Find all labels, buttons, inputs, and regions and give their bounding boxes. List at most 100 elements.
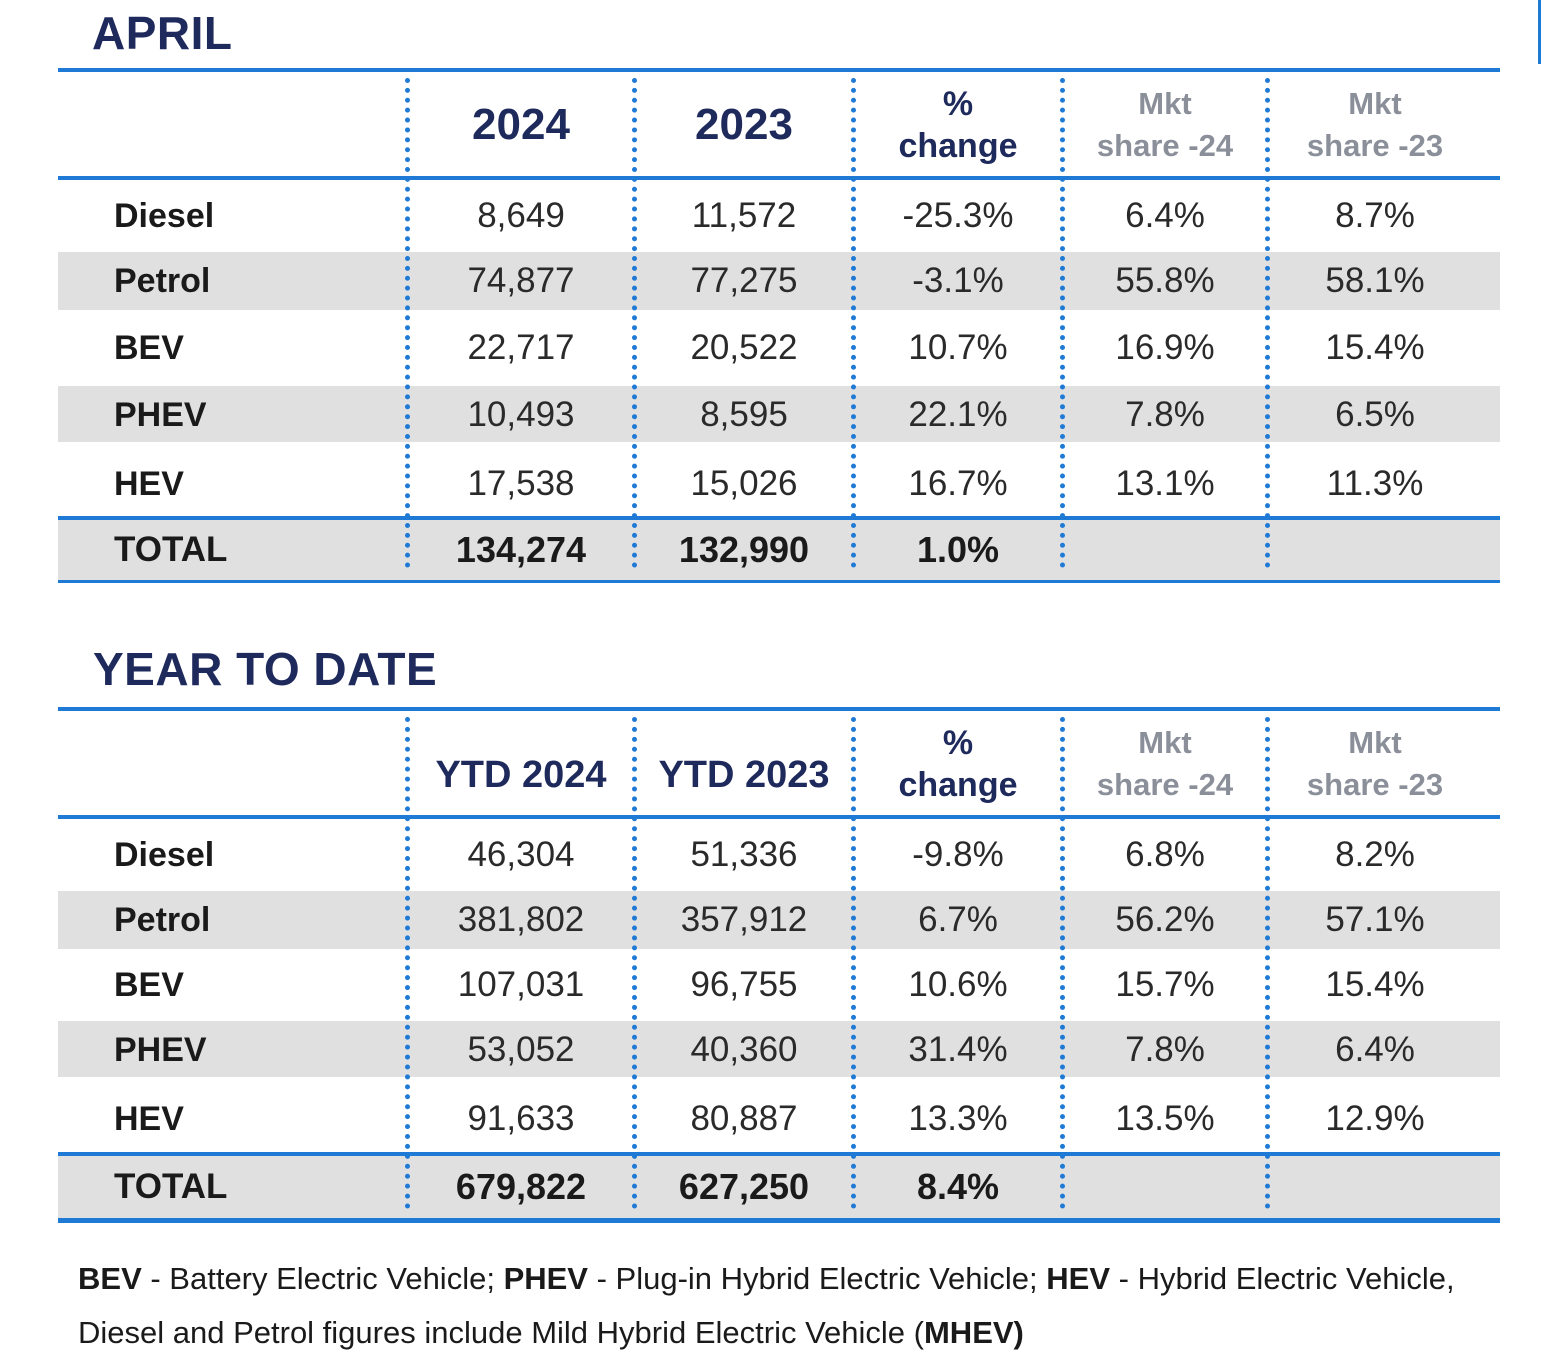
column-divider [851, 78, 856, 568]
rule-total [58, 516, 1500, 520]
column-divider [1060, 717, 1065, 1209]
header-2024: 2024 [472, 100, 570, 149]
footnote-mhev-note: Diesel and Petrol figures include Mild H… [78, 1315, 924, 1350]
cell-bev-share23: 15.4% [1325, 328, 1425, 367]
header-mkt23-line1: Mkt [1348, 86, 1402, 121]
total-label: TOTAL [114, 530, 228, 569]
footnote-bev-abbr: BEV [78, 1261, 142, 1296]
column-divider [851, 717, 856, 1209]
footnote-hev-abbr: HEV [1046, 1261, 1111, 1296]
cell-petrol-share24: 56.2% [1115, 900, 1215, 939]
row-label-bev: BEV [114, 965, 184, 1004]
cell-phev-change: 31.4% [908, 1030, 1008, 1069]
header-mkt-share-23: Mkt share -23 [1270, 713, 1480, 815]
row-label-petrol: Petrol [114, 261, 211, 300]
header-pct-symbol: % [942, 85, 974, 123]
cell-diesel-v2023: 51,336 [690, 835, 798, 874]
footnote-line-2: Diesel and Petrol figures include Mild H… [78, 1306, 1498, 1360]
row-label-hev: HEV [114, 1099, 184, 1138]
total-v2023: 132,990 [678, 529, 810, 570]
column-divider [1060, 78, 1065, 568]
header-mkt-share-23: Mkt share -23 [1270, 74, 1480, 176]
cell-bev-share23: 15.4% [1325, 965, 1425, 1004]
header-mkt24-line2: share -24 [1096, 767, 1234, 802]
cell-hev-change: 13.3% [908, 1099, 1008, 1138]
footnote-phev-def: - Plug-in Hybrid Electric Vehicle; [587, 1261, 1047, 1296]
cell-diesel-share24: 6.8% [1125, 835, 1205, 874]
cell-phev-v2024: 10,493 [467, 395, 575, 434]
cell-diesel-v2023: 11,572 [691, 196, 797, 235]
cell-petrol-share23: 58.1% [1325, 261, 1425, 300]
header-mkt-share-24: Mkt share -24 [1065, 74, 1265, 176]
cell-diesel-change: -25.3% [902, 196, 1014, 235]
edge-accent-line [1538, 0, 1541, 64]
cell-hev-share24: 13.1% [1115, 464, 1215, 503]
cell-phev-share24: 7.8% [1125, 395, 1205, 434]
column-divider [405, 717, 410, 1209]
row-band-total [58, 1156, 1500, 1218]
header-mkt24-line2: share -24 [1096, 128, 1234, 163]
cell-diesel-share23: 8.7% [1335, 196, 1415, 235]
cell-diesel-share23: 8.2% [1335, 835, 1415, 874]
cell-diesel-v2024: 46,304 [467, 835, 575, 874]
cell-hev-share24: 13.5% [1115, 1099, 1215, 1138]
row-band-total [58, 520, 1500, 580]
cell-petrol-v2023: 357,912 [680, 900, 808, 939]
row-band-petrol [58, 252, 1500, 310]
row-band-petrol [58, 891, 1500, 949]
total-v2024: 134,274 [455, 529, 587, 570]
cell-petrol-share24: 55.8% [1115, 261, 1215, 300]
row-label-bev: BEV [114, 328, 184, 367]
cell-bev-v2024: 22,717 [467, 328, 575, 367]
cell-diesel-v2024: 8,649 [477, 196, 565, 235]
header-2023: 2023 [695, 100, 793, 149]
column-divider [1265, 78, 1270, 568]
cell-hev-v2024: 91,633 [467, 1099, 575, 1138]
row-label-phev: PHEV [114, 1030, 207, 1069]
footnote-bev-def: - Battery Electric Vehicle; [141, 1261, 504, 1296]
cell-phev-change: 22.1% [908, 395, 1008, 434]
cell-petrol-v2023: 77,275 [690, 261, 798, 300]
header-pct-symbol: % [942, 724, 974, 762]
header-pct-word: change [898, 127, 1018, 165]
header-mkt23-line2: share -23 [1306, 128, 1444, 163]
cell-phev-v2023: 8,595 [700, 395, 788, 434]
column-divider [1265, 717, 1270, 1209]
row-band-phev [58, 1021, 1500, 1077]
footnote-mhev-abbr: MHEV) [923, 1315, 1024, 1350]
cell-petrol-change: 6.7% [918, 900, 998, 939]
total-label: TOTAL [114, 1167, 228, 1206]
column-divider [405, 78, 410, 568]
header-mkt24-line1: Mkt [1138, 86, 1192, 121]
header-mkt24-line1: Mkt [1138, 725, 1192, 760]
ytd-table: YTD 2024 YTD 2023 % change Mkt share -24… [58, 707, 1500, 1225]
rule-top [58, 707, 1500, 711]
cell-bev-change: 10.6% [908, 965, 1008, 1004]
rule-header [58, 176, 1500, 180]
rule-bottom [58, 580, 1500, 583]
row-label-diesel: Diesel [114, 835, 215, 874]
column-divider [632, 78, 637, 568]
header-mkt23-line2: share -23 [1306, 767, 1444, 802]
cell-bev-change: 10.7% [908, 328, 1008, 367]
cell-phev-share23: 6.5% [1335, 395, 1415, 434]
cell-hev-v2023: 15,026 [690, 464, 798, 503]
total-change: 1.0% [916, 529, 1000, 570]
header-pct-change: % change [856, 713, 1060, 815]
footnote-line-1: BEV - Battery Electric Vehicle; PHEV - P… [78, 1252, 1498, 1306]
header-mkt23-line1: Mkt [1348, 725, 1402, 760]
cell-hev-change: 16.7% [908, 464, 1008, 503]
cell-diesel-change: -9.8% [912, 835, 1004, 874]
footnote: BEV - Battery Electric Vehicle; PHEV - P… [78, 1252, 1498, 1360]
cell-petrol-change: -3.1% [912, 261, 1004, 300]
cell-bev-v2024: 107,031 [457, 965, 585, 1004]
total-v2023: 627,250 [678, 1166, 810, 1207]
ytd-title: YEAR TO DATE [93, 643, 438, 695]
row-band-phev [58, 386, 1500, 442]
april-title: APRIL [92, 7, 233, 59]
cell-phev-share23: 6.4% [1335, 1030, 1415, 1069]
cell-petrol-v2024: 381,802 [457, 900, 585, 939]
cell-hev-share23: 12.9% [1325, 1099, 1425, 1138]
rule-total [58, 1152, 1500, 1156]
cell-bev-share24: 16.9% [1115, 328, 1215, 367]
